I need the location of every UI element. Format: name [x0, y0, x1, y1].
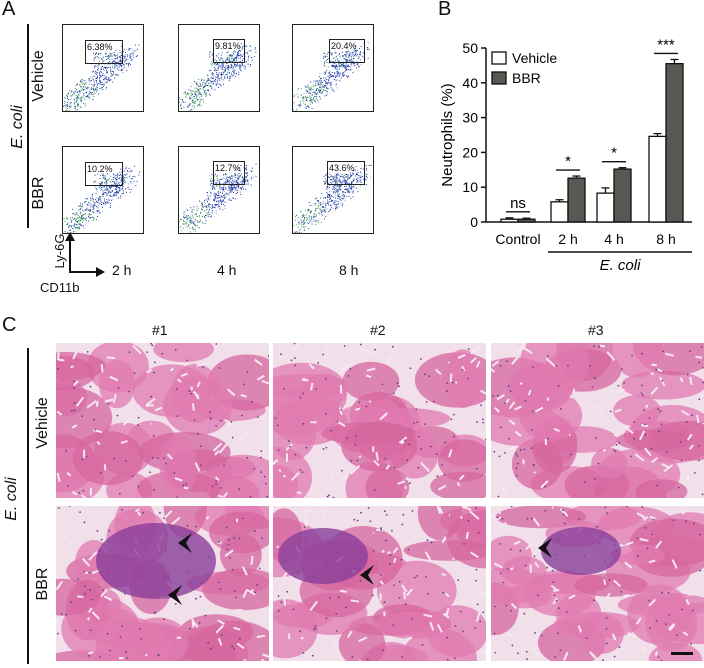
- column-label-1: #1: [152, 322, 168, 338]
- x-tick-label: 4 h: [604, 231, 623, 247]
- panel-c-row-bracket: [27, 348, 29, 664]
- histology-image-bbr-1: [56, 506, 269, 661]
- time-label-4h: 4 h: [217, 262, 237, 278]
- group-label: E. coli: [600, 257, 642, 274]
- x-tick-label: 2 h: [558, 231, 577, 247]
- panel-a-ecoli-label: E. coli: [9, 97, 27, 157]
- axis-marker-x-line: [69, 271, 99, 273]
- y-tick-label: 20: [462, 144, 478, 160]
- y-tick-label: 30: [462, 110, 478, 126]
- gate-box: [329, 39, 365, 63]
- panel-a-row-label-bbr: BBR: [30, 176, 47, 210]
- panel-c-letter: C: [2, 314, 17, 336]
- gate-box: [213, 161, 245, 185]
- column-label-2: #2: [370, 322, 386, 338]
- legend-swatch: [491, 71, 507, 85]
- panel-a-letter: A: [2, 0, 16, 20]
- time-label-2h: 2 h: [112, 262, 132, 278]
- legend-label: Vehicle: [512, 50, 557, 66]
- bar-vehicle: [596, 192, 615, 223]
- arrowhead-icon: [360, 565, 374, 585]
- gate-box: [213, 39, 245, 63]
- significance-label: ***: [657, 36, 675, 53]
- flow-scatter: [179, 43, 257, 111]
- bar-vehicle: [648, 135, 667, 223]
- gate-percentage: 9.81%: [215, 41, 241, 51]
- axis-marker-x-arrow-icon: [96, 267, 105, 277]
- tissue-section: [491, 506, 704, 661]
- panel-b-letter: B: [438, 0, 452, 20]
- immune-cell-aggregate: [541, 527, 621, 575]
- panel-c-row-label-bbr: BBR: [34, 567, 51, 601]
- histology-image-bbr-2: [273, 506, 486, 661]
- x-tick-label: Control: [495, 231, 540, 247]
- x-tick-label: 8 h: [656, 231, 675, 247]
- axis-marker-y-line: [69, 238, 71, 272]
- flow-plot-vehicle-1: 6.38%: [62, 24, 144, 112]
- legend-swatch: [491, 51, 507, 65]
- bar-bbr: [517, 218, 536, 223]
- tissue-section: [273, 343, 486, 498]
- immune-cell-aggregate: [96, 523, 216, 599]
- arrowhead-icon: [178, 533, 192, 553]
- significance-label: *: [611, 145, 617, 162]
- y-axis-label: Neutrophils (%): [439, 83, 456, 186]
- axis-marker-y-arrow-icon: [65, 232, 75, 241]
- gate-percentage: 10.2%: [87, 164, 113, 174]
- flow-scatter: [63, 44, 140, 111]
- bar-bbr: [567, 177, 586, 223]
- axis-marker-x-label: CD11b: [40, 280, 80, 295]
- gate-box: [85, 40, 123, 64]
- flow-plot-bbr-3: 43.6%: [292, 146, 374, 234]
- panel-a-ecoli-text: E. coli: [9, 105, 26, 149]
- tissue-section: [56, 506, 269, 661]
- gate-box: [85, 162, 123, 186]
- panel-a-row-label-vehicle: Vehicle: [30, 50, 47, 102]
- bar-bbr: [613, 168, 632, 223]
- bar-vehicle: [500, 218, 519, 223]
- y-tick-label: 10: [462, 179, 478, 195]
- axis-marker-y-label: Ly-6G: [52, 233, 67, 269]
- tissue-section: [491, 343, 704, 498]
- arrowhead-icon: [538, 538, 552, 558]
- panel-c-ecoli-label: E. coli: [3, 469, 21, 529]
- y-tick-label: 50: [462, 40, 478, 56]
- column-label-3: #3: [588, 322, 604, 338]
- flow-plot-bbr-2: 12.7%: [178, 146, 260, 234]
- y-tick-label: 0: [470, 214, 478, 230]
- panel-c-row-label-vehicle: Vehicle: [34, 397, 51, 449]
- y-tick-label: 40: [462, 75, 478, 91]
- gate-percentage: 20.4%: [331, 41, 357, 51]
- histology-image-bbr-3: [491, 506, 704, 661]
- panel-a-row-bracket: [27, 24, 29, 228]
- flow-plot-vehicle-2: 9.81%: [178, 24, 260, 112]
- scale-bar: [671, 652, 693, 655]
- time-label-8h: 8 h: [339, 262, 359, 278]
- flow-scatter: [63, 165, 141, 233]
- flow-plot-bbr-1: 10.2%: [62, 146, 144, 234]
- tissue-section: [273, 506, 486, 661]
- neutrophils-bar-chart: 0 10 20 30 40 50 Neutrophils (%) Control ns 2 h * 4…: [439, 36, 692, 274]
- arrowhead-icon: [168, 585, 182, 605]
- immune-cell-aggregate: [278, 528, 368, 584]
- histology-image-vehicle-3: [491, 343, 704, 498]
- flow-scatter: [179, 163, 257, 233]
- flow-plot-vehicle-3: 20.4%: [292, 24, 374, 112]
- histology-image-vehicle-2: [273, 343, 486, 498]
- bar-bbr: [665, 63, 684, 223]
- flow-scatter: [293, 164, 372, 233]
- gate-box: [327, 161, 365, 185]
- gate-percentage: 43.6%: [329, 163, 355, 173]
- histology-image-vehicle-1: [56, 343, 269, 498]
- legend-label: BBR: [512, 70, 541, 86]
- tissue-section: [56, 343, 269, 498]
- significance-label: *: [565, 153, 571, 170]
- gate-percentage: 6.38%: [87, 42, 113, 52]
- bar-vehicle: [550, 201, 569, 223]
- panel-c-ecoli-text: E. coli: [3, 477, 20, 521]
- significance-label: ns: [510, 195, 526, 212]
- flow-scatter: [293, 41, 370, 111]
- gate-percentage: 12.7%: [215, 163, 241, 173]
